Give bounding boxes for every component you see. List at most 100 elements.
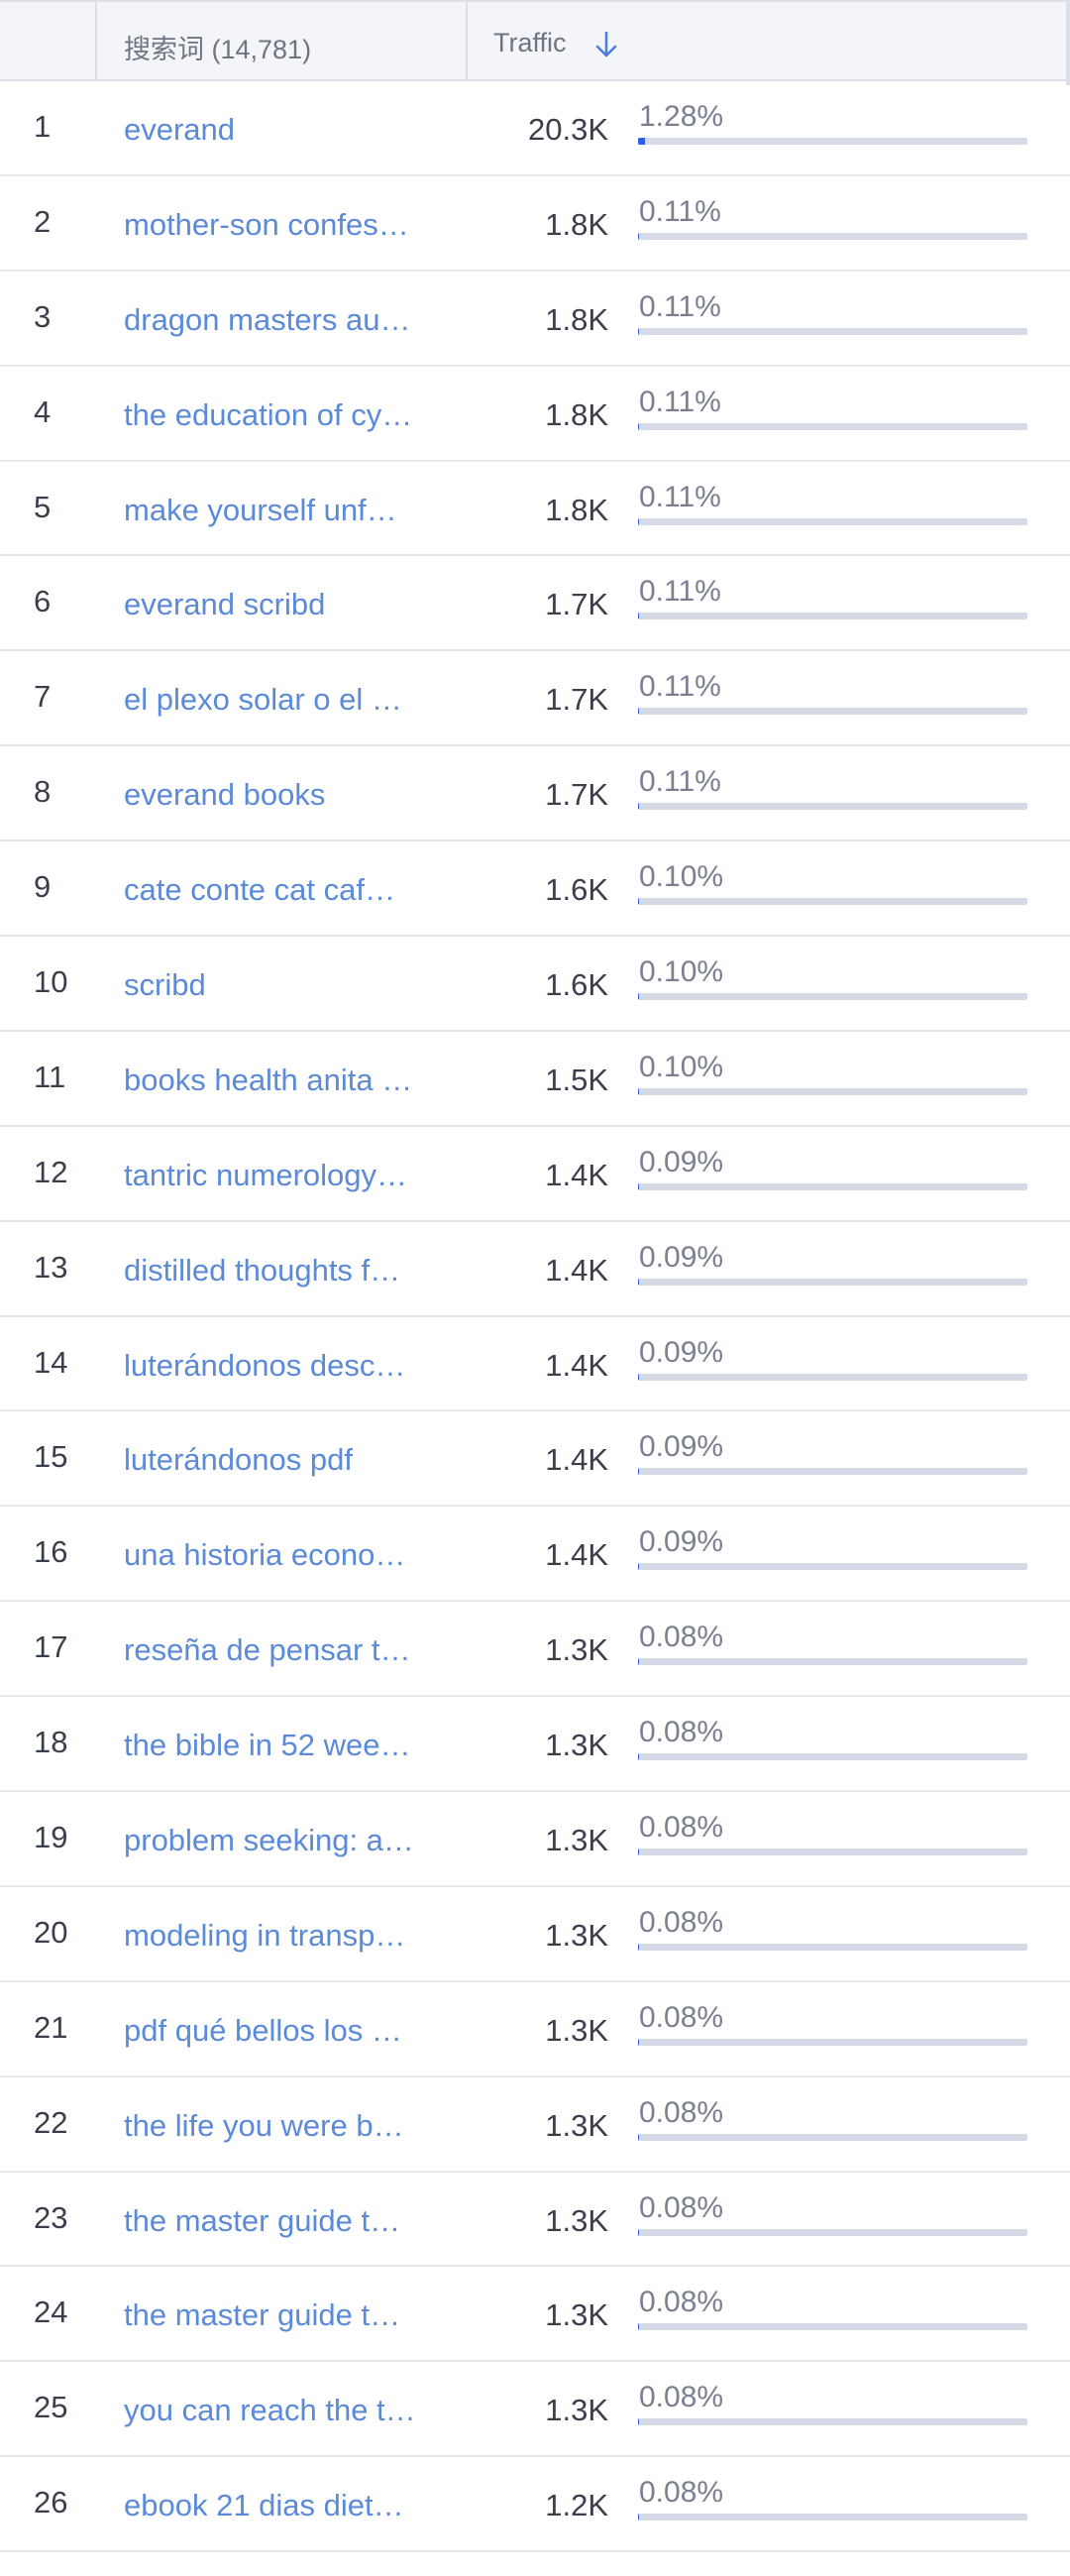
keyword-link[interactable]: distilled thoughts f… (124, 1252, 401, 1288)
table-header: 搜索词 (14,781) Traffic (0, 0, 1070, 85)
keyword-link[interactable]: you can reach the t… (124, 2393, 416, 2428)
table-row: 26 ebook 21 dias diet… 1.2K 0.08% (0, 2457, 1070, 2553)
row-rank: 8 (34, 774, 52, 810)
keyword-link[interactable]: the education of cy… (124, 396, 413, 432)
keyword-link[interactable]: tantric numerology… (124, 1157, 408, 1192)
traffic-share-bar-fill (638, 1087, 639, 1095)
row-rank: 6 (34, 584, 52, 619)
keyword-link[interactable]: the master guide t… (124, 2297, 401, 2333)
traffic-value: 1.4K (545, 1537, 608, 1573)
traffic-share-percent: 0.11% (639, 289, 721, 323)
row-rank: 10 (34, 964, 68, 1000)
traffic-value: 1.4K (545, 1442, 608, 1478)
keyword-link[interactable]: make yourself unf… (124, 492, 397, 527)
traffic-share-bar (638, 1753, 1027, 1761)
keyword-link[interactable]: el plexo solar o el … (124, 682, 402, 718)
traffic-share-percent: 0.08% (639, 2190, 724, 2224)
keyword-link[interactable]: modeling in transp… (124, 1917, 406, 1953)
keyword-link[interactable]: pdf qué bellos los … (124, 2012, 402, 2048)
traffic-share-percent: 0.08% (639, 2381, 724, 2414)
keyword-link[interactable]: una historia econo… (124, 1537, 406, 1573)
table-row: 13 distilled thoughts f… 1.4K 0.09% (0, 1222, 1070, 1317)
keyword-link[interactable]: everand books (124, 777, 326, 813)
keyword-link[interactable]: everand scribd (124, 587, 326, 622)
column-divider (95, 2, 97, 79)
keyword-link[interactable]: mother-son confes… (124, 206, 409, 242)
traffic-value: 1.8K (545, 301, 608, 337)
traffic-share-bar-fill (638, 898, 639, 906)
keyword-link[interactable]: the bible in 52 wee… (124, 1728, 411, 1763)
traffic-column-header[interactable]: Traffic (493, 28, 618, 58)
row-rank: 12 (34, 1154, 68, 1189)
table-row: 9 cate conte cat caf… 1.6K 0.10% (0, 841, 1070, 938)
keyword-link[interactable]: luterándonos desc… (124, 1347, 406, 1383)
traffic-share-bar (638, 1087, 1027, 1095)
traffic-share-bar (638, 1848, 1027, 1856)
row-rank: 22 (34, 2104, 68, 2140)
table-row: 7 el plexo solar o el … 1.7K 0.11% (0, 651, 1070, 747)
traffic-share-bar (638, 1373, 1027, 1381)
table-row: 22 the life you were b… 1.3K 0.08% (0, 2077, 1070, 2173)
traffic-share-bar (638, 2418, 1027, 2426)
keyword-column-header[interactable]: 搜索词 (14,781) (124, 35, 312, 64)
table-row: 1 everand 20.3K 1.28% (0, 81, 1070, 176)
keyword-link[interactable]: luterándonos pdf (124, 1442, 353, 1478)
table-row: 11 books health anita … 1.5K 0.10% (0, 1032, 1070, 1127)
traffic-share-percent: 0.11% (639, 575, 721, 609)
traffic-share-percent: 0.11% (639, 194, 721, 228)
row-rank: 17 (34, 1629, 68, 1665)
traffic-value: 1.5K (545, 1062, 608, 1097)
keyword-link[interactable]: the life you were b… (124, 2107, 404, 2143)
keyword-link[interactable]: ebook 21 dias diet… (124, 2488, 404, 2523)
table-row: 12 tantric numerology… 1.4K 0.09% (0, 1127, 1070, 1222)
keyword-link[interactable]: everand (124, 112, 236, 147)
traffic-share-bar (638, 517, 1027, 525)
keyword-link[interactable]: dragon masters au… (124, 301, 411, 337)
traffic-value: 1.4K (545, 1347, 608, 1383)
traffic-value: 1.3K (545, 2297, 608, 2333)
table-row: 18 the bible in 52 wee… 1.3K 0.08% (0, 1697, 1070, 1793)
traffic-value: 1.3K (545, 2107, 608, 2143)
row-rank: 25 (34, 2390, 68, 2425)
arrow-down-icon[interactable] (594, 30, 618, 59)
traffic-share-percent: 0.11% (639, 480, 721, 513)
traffic-share-percent: 0.10% (639, 1050, 724, 1083)
traffic-share-percent: 0.09% (639, 1525, 724, 1559)
traffic-share-bar (638, 2133, 1027, 2141)
traffic-share-percent: 0.08% (639, 1811, 724, 1845)
keyword-link[interactable]: scribd (124, 967, 206, 1003)
table-row: 6 everand scribd 1.7K 0.11% (0, 556, 1070, 652)
traffic-share-bar (638, 1943, 1027, 1951)
keyword-link[interactable]: cate conte cat caf… (124, 872, 395, 908)
keyword-link[interactable]: reseña de pensar t… (124, 1632, 411, 1668)
traffic-value: 1.3K (545, 1632, 608, 1668)
traffic-share-percent: 0.09% (639, 1335, 724, 1369)
traffic-share-bar (638, 2038, 1027, 2046)
keyword-link[interactable]: problem seeking: a… (124, 1823, 414, 1858)
traffic-value: 1.7K (545, 777, 608, 813)
traffic-value: 1.4K (545, 1157, 608, 1192)
traffic-share-percent: 0.10% (639, 955, 724, 989)
traffic-share-bar (638, 1278, 1027, 1286)
keyword-link[interactable]: the master guide t… (124, 2202, 401, 2238)
traffic-value: 1.2K (545, 2488, 608, 2523)
traffic-share-percent: 0.10% (639, 860, 724, 894)
traffic-share-percent: 0.09% (639, 1240, 724, 1274)
table-row: 17 reseña de pensar t… 1.3K 0.08% (0, 1602, 1070, 1698)
traffic-share-bar-fill (638, 232, 639, 240)
table-right-edge (1066, 2, 1070, 85)
traffic-share-bar-fill (638, 993, 639, 1001)
traffic-share-bar-fill (638, 613, 639, 620)
row-rank: 2 (34, 203, 52, 239)
keyword-link[interactable]: books health anita … (124, 1062, 413, 1097)
traffic-share-bar (638, 138, 1027, 145)
row-rank: 1 (34, 109, 52, 144)
row-rank: 21 (34, 2009, 68, 2045)
row-rank: 13 (34, 1249, 68, 1285)
traffic-value: 1.8K (545, 396, 608, 432)
row-rank: 23 (34, 2199, 68, 2235)
table-row: 20 modeling in transp… 1.3K 0.08% (0, 1887, 1070, 1982)
traffic-value: 1.3K (545, 2012, 608, 2048)
traffic-share-percent: 0.08% (639, 1716, 724, 1749)
traffic-value: 1.6K (545, 872, 608, 908)
